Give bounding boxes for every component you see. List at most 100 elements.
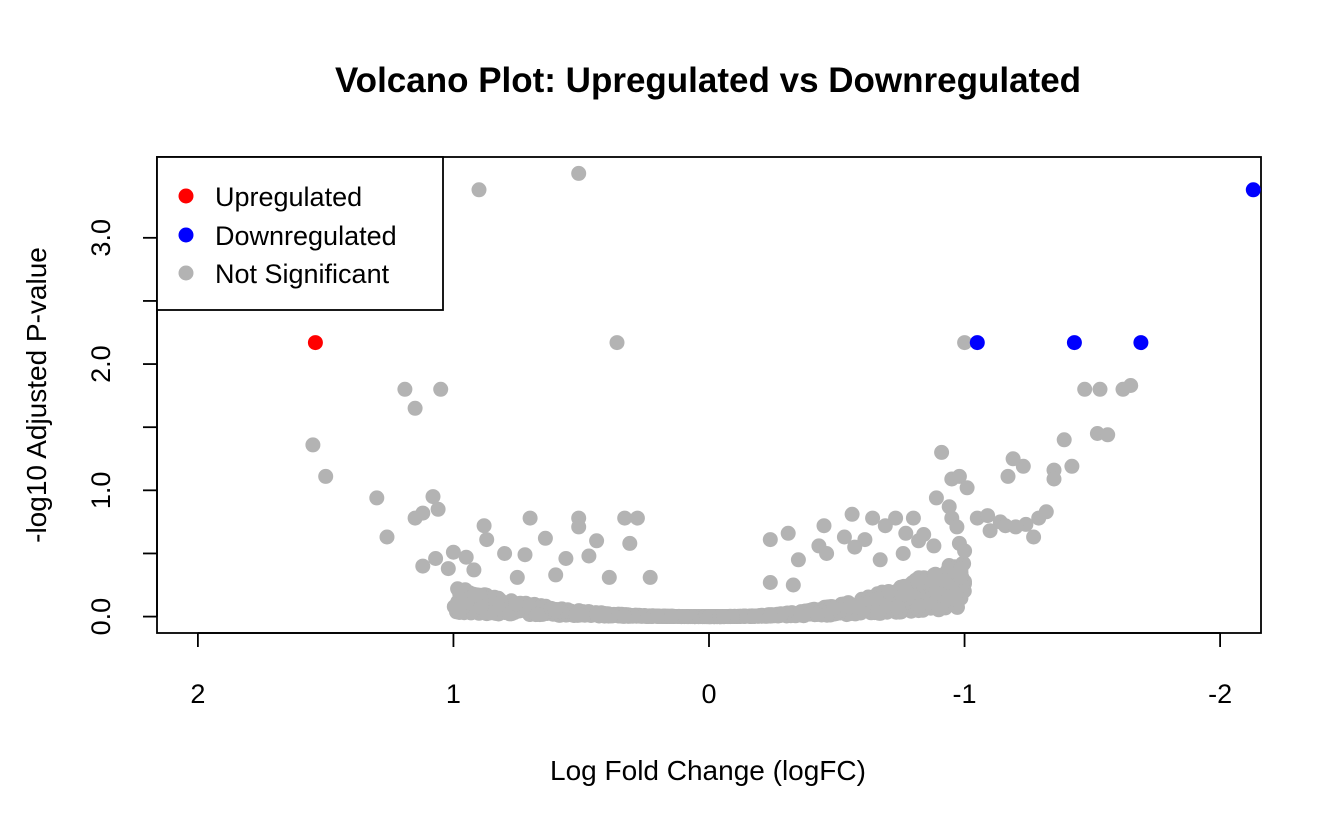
data-point-not-significant xyxy=(826,600,842,616)
x-tick-label: 2 xyxy=(190,679,205,709)
legend-label-not-significant: Not Significant xyxy=(215,259,390,289)
y-axis-label: -log10 Adjusted P-value xyxy=(21,247,52,543)
data-point-not-significant xyxy=(762,532,778,548)
data-point-not-significant xyxy=(1026,529,1042,545)
data-point-not-significant xyxy=(1077,381,1093,397)
points-layer xyxy=(305,165,1261,625)
data-point-not-significant xyxy=(898,525,914,541)
legend-label-downregulated: Downregulated xyxy=(215,221,397,251)
data-point-not-significant xyxy=(747,608,763,624)
legend-label-upregulated: Upregulated xyxy=(215,182,362,212)
data-point-not-significant xyxy=(1046,471,1062,487)
data-point-not-significant xyxy=(949,519,965,535)
data-point-not-significant xyxy=(911,598,927,614)
data-point-not-significant xyxy=(908,572,924,588)
data-point-not-significant xyxy=(790,552,806,568)
data-point-not-significant xyxy=(476,518,492,534)
data-point-not-significant xyxy=(629,510,645,526)
data-point-not-significant xyxy=(450,581,466,597)
data-point-not-significant xyxy=(601,569,617,585)
data-point-not-significant xyxy=(397,381,413,397)
data-point-not-significant xyxy=(609,335,625,351)
data-point-not-significant xyxy=(529,607,545,622)
y-tick-label: 3.0 xyxy=(86,219,116,257)
data-point-not-significant xyxy=(440,561,456,577)
x-axis-label: Log Fold Change (logFC) xyxy=(550,755,866,786)
data-point-not-significant xyxy=(663,608,679,624)
x-tick-label: -2 xyxy=(1208,679,1232,709)
data-point-not-significant xyxy=(473,599,489,615)
data-point-not-significant xyxy=(931,602,947,618)
data-point-not-significant xyxy=(951,468,967,484)
data-point-not-significant xyxy=(1100,427,1116,443)
data-point-not-significant xyxy=(622,535,638,551)
data-point-downregulated xyxy=(969,335,985,351)
data-point-not-significant xyxy=(895,546,911,561)
data-point-downregulated xyxy=(1133,335,1149,351)
data-point-not-significant xyxy=(305,437,321,453)
x-tick-label: 1 xyxy=(446,679,461,709)
data-point-not-significant xyxy=(896,578,912,594)
data-point-not-significant xyxy=(1056,432,1072,448)
data-point-not-significant xyxy=(568,606,584,622)
data-point-not-significant xyxy=(509,569,525,585)
legend-box xyxy=(156,156,444,311)
data-point-not-significant xyxy=(445,544,461,560)
data-point-downregulated xyxy=(1066,335,1082,351)
data-point-not-significant xyxy=(819,546,835,561)
data-point-not-significant xyxy=(415,558,431,574)
data-point-not-significant xyxy=(836,529,852,545)
data-point-not-significant xyxy=(785,577,801,593)
data-point-not-significant xyxy=(617,510,633,526)
x-tick-label: -1 xyxy=(953,679,977,709)
data-point-not-significant xyxy=(1000,468,1016,484)
data-point-not-significant xyxy=(548,567,564,583)
data-point-not-significant xyxy=(780,525,796,541)
data-point-not-significant xyxy=(407,400,423,416)
data-point-not-significant xyxy=(951,535,967,551)
data-point-not-significant xyxy=(571,519,587,535)
y-axis: 0.0 1.0 2.0 3.0 xyxy=(86,219,158,635)
data-point-not-significant xyxy=(868,591,884,607)
data-point-not-significant xyxy=(877,518,893,534)
data-point-not-significant xyxy=(934,444,950,460)
data-point-not-significant xyxy=(762,575,778,590)
data-point-not-significant xyxy=(809,607,825,622)
data-point-not-significant xyxy=(433,381,449,397)
data-point-not-significant xyxy=(458,549,474,565)
data-point-not-significant xyxy=(701,609,717,625)
data-point-not-significant xyxy=(649,608,665,624)
data-point-not-significant xyxy=(889,599,905,615)
data-point-not-significant xyxy=(452,604,467,620)
data-point-not-significant xyxy=(430,501,446,517)
data-point-not-significant xyxy=(847,539,863,555)
data-point-not-significant xyxy=(589,607,605,623)
data-point-not-significant xyxy=(980,508,996,524)
data-point-not-significant xyxy=(508,596,524,612)
data-point-not-significant xyxy=(941,499,957,515)
data-point-not-significant xyxy=(927,566,943,582)
data-point-not-significant xyxy=(948,586,964,602)
data-point-not-significant xyxy=(735,608,751,624)
data-point-not-significant xyxy=(379,529,395,545)
data-point-not-significant xyxy=(926,538,942,554)
data-point-not-significant xyxy=(471,182,487,198)
legend: Upregulated Downregulated Not Significan… xyxy=(156,156,444,311)
data-point-not-significant xyxy=(1038,504,1054,520)
data-point-not-significant xyxy=(870,605,886,621)
data-point-not-significant xyxy=(318,468,334,484)
data-point-not-significant xyxy=(1064,458,1080,474)
data-point-upregulated xyxy=(307,335,323,351)
data-point-not-significant xyxy=(1008,519,1024,535)
data-point-not-significant xyxy=(677,609,693,624)
data-point-not-significant xyxy=(957,335,973,351)
data-point-not-significant xyxy=(425,489,441,505)
y-tick-label: 2.0 xyxy=(86,345,116,383)
data-point-not-significant xyxy=(888,510,904,526)
data-point-not-significant xyxy=(517,547,533,563)
data-point-not-significant xyxy=(589,533,605,549)
data-point-not-significant xyxy=(581,548,597,564)
data-point-not-significant xyxy=(816,518,832,534)
data-point-not-significant xyxy=(369,490,385,506)
legend-marker-downregulated xyxy=(178,227,194,243)
